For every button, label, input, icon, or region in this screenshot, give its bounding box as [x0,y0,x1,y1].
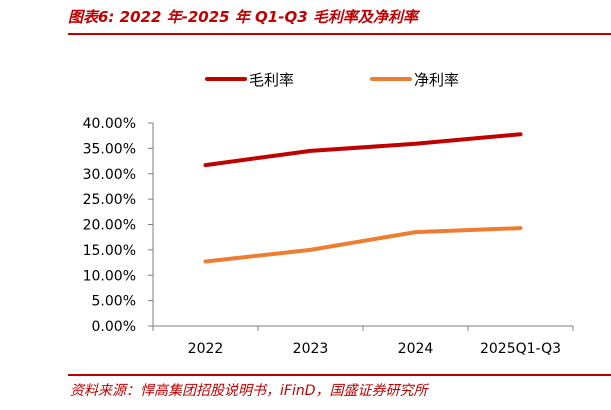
y-tick-label: 0.00% [92,319,136,335]
y-tick-label: 30.00% [83,167,136,183]
x-tick-label: 2022 [188,341,224,357]
y-tick-label: 35.00% [83,141,136,157]
series-line-gross-margin [203,132,523,168]
top-divider [68,33,611,35]
legend-swatch-gross-margin [205,77,247,81]
legend-swatch-net-margin [370,77,412,81]
figure-title: 图表6: 2022 年-2025 年 Q1-Q3 毛利率及净利率 [68,8,418,26]
y-tick-label: 40.00% [83,116,136,132]
y-tick-label: 20.00% [83,218,136,234]
y-tick-label: 25.00% [83,192,136,208]
legend-label-net-margin: 净利率 [414,71,460,89]
y-tick-label: 5.00% [92,294,136,310]
series-line-net-margin [203,226,523,264]
y-tick-label: 15.00% [83,243,136,259]
y-tick-label: 10.00% [83,268,136,284]
bottom-divider [68,374,611,376]
source-note: 资料来源：悍高集团招股说明书，iFinD，国盛证券研究所 [70,383,428,399]
x-tick-label: 2025Q1-Q3 [480,341,561,357]
x-tick-label: 2024 [398,341,434,357]
legend-label-gross-margin: 毛利率 [249,71,295,89]
x-tick-label: 2023 [293,341,329,357]
